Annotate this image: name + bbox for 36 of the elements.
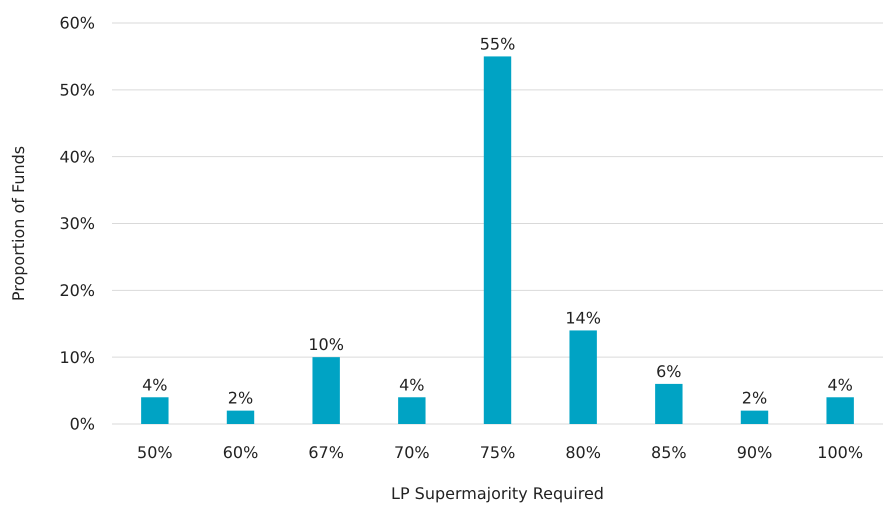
bar (569, 330, 597, 424)
y-tick-label: 60% (59, 14, 95, 33)
bar (655, 384, 683, 424)
data-label: 4% (142, 375, 168, 394)
bar (226, 410, 254, 424)
x-tick-label: 75% (480, 443, 516, 462)
bar (312, 357, 340, 424)
y-tick-label: 20% (59, 280, 95, 300)
bar (484, 56, 512, 424)
bar (141, 397, 169, 424)
x-tick-label: 50% (137, 443, 173, 462)
x-tick-label: 60% (222, 443, 258, 462)
data-label: 6% (656, 362, 682, 381)
bar (398, 397, 426, 424)
x-axis-title: LP Supermajority Required (391, 484, 604, 503)
y-tick-label: 0% (70, 414, 95, 434)
data-label: 4% (827, 375, 853, 394)
data-label: 14% (565, 308, 601, 328)
y-tick-label: 10% (59, 348, 95, 367)
bar (826, 397, 854, 424)
data-label: 2% (228, 388, 254, 408)
data-label: 4% (399, 375, 425, 394)
data-label: 55% (480, 34, 516, 54)
y-tick-label: 40% (59, 147, 95, 166)
x-tick-label: 80% (565, 443, 601, 462)
x-tick-label: 70% (394, 443, 430, 462)
data-label: 10% (308, 335, 344, 354)
y-tick-label: 50% (59, 80, 95, 100)
y-axis-title: Proportion of Funds (9, 146, 28, 302)
x-tick-label: 67% (308, 443, 344, 462)
bar (740, 410, 768, 424)
x-tick-label: 85% (651, 443, 687, 462)
y-tick-label: 30% (59, 214, 95, 234)
x-tick-label: 90% (736, 443, 772, 462)
x-tick-label: 100% (817, 443, 864, 462)
data-label: 2% (742, 388, 768, 408)
